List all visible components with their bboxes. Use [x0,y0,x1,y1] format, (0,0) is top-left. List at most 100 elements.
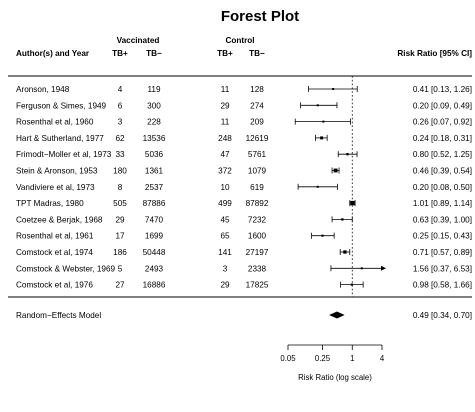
ctrl-tbneg-value: 87892 [246,199,269,208]
ctrl-tbpos-value: 29 [220,281,230,290]
study-row: Rosenthal et al, 1961 17 1699 65 1600 0.25 [0… [16,232,472,241]
ctrl-tbneg-value: 7232 [248,215,267,224]
study-ci-text: 0.20 [0.09, 0.49] [413,101,472,110]
vacc-tbpos-value: 33 [115,150,125,159]
vacc-tbneg-value: 2493 [145,264,164,273]
summary-ci-text: 0.49 [0.34, 0.70] [413,311,472,320]
vacc-tbneg-value: 87886 [143,199,166,208]
ctrl-tbpos-value: 248 [218,134,232,143]
ctrl-tbpos-value: 47 [220,150,230,159]
study-row: Comstock et al, 1976 27 16886 29 17825 0.98 [… [16,281,472,290]
x-axis: 0.05 0.25 1 4 [280,344,385,363]
study-author: Frimodt−Moller et al, 1973 [16,150,112,159]
header-vaccinated: Vaccinated [117,36,160,45]
vacc-tbpos-value: 29 [115,215,125,224]
study-row: TPT Madras, 1980 505 87886 499 87892 1.01 [0.… [16,199,472,208]
summary-diamond [329,311,345,319]
header-ctrl-tbpos: TB+ [217,49,233,58]
ctrl-tbpos-value: 11 [221,118,230,127]
point-estimate [350,200,355,206]
ctrl-tbneg-value: 1600 [248,232,267,241]
vacc-tbneg-value: 119 [147,85,160,94]
ctrl-tbneg-value: 17825 [246,281,269,290]
study-author: Aronson, 1948 [16,85,70,94]
point-estimate [341,218,344,221]
point-estimate [350,283,353,286]
vacc-tbpos-value: 186 [113,248,127,257]
header-ci: Risk Ratio [95% CI] [397,49,472,58]
header-ctrl-tbneg: TB− [249,49,265,58]
study-author: Hart & Sutherland, 1977 [16,134,104,143]
ctrl-tbneg-value: 5761 [248,150,267,159]
point-estimate [332,88,335,90]
study-row: Vandiviere et al, 1973 8 2537 10 619 0.20 [0.… [16,183,472,192]
x-tick-label: 0.25 [315,354,331,363]
study-author: Vandiviere et al, 1973 [16,183,95,192]
study-ci-text: 0.24 [0.18, 0.31] [413,134,472,143]
ctrl-tbneg-value: 128 [250,85,264,94]
x-tick-label: 4 [380,354,385,363]
vacc-tbpos-value: 62 [115,134,125,143]
vacc-tbneg-value: 1361 [145,167,164,176]
study-ci-text: 0.25 [0.15, 0.43] [413,232,472,241]
ctrl-tbpos-value: 499 [218,199,232,208]
ctrl-tbpos-value: 10 [220,183,230,192]
vacc-tbneg-value: 5036 [145,150,164,159]
study-author: TPT Madras, 1980 [16,199,84,208]
vacc-tbpos-value: 505 [113,199,127,208]
vacc-tbneg-value: 16886 [143,281,166,290]
ci-arrow [381,265,386,271]
chart-title: Forest Plot [221,8,299,25]
header-vacc-tbpos: TB+ [112,49,128,58]
vacc-tbpos-value: 27 [115,281,125,290]
study-ci-text: 0.71 [0.57, 0.89] [413,248,472,257]
vacc-tbpos-value: 6 [118,101,123,110]
ctrl-tbneg-value: 12619 [246,134,269,143]
vacc-tbneg-value: 2537 [145,183,164,192]
study-row: Comstock & Webster, 1969 5 2493 3 2338 1.56 [… [16,264,472,273]
header-control: Control [225,36,254,45]
study-row: Aronson, 1948 4 119 11 128 0.41 [0.13, 1.26] [16,85,472,94]
ctrl-tbpos-value: 141 [218,248,232,257]
vacc-tbneg-value: 13536 [143,134,166,143]
point-estimate [346,153,349,156]
vacc-tbpos-value: 8 [118,183,123,192]
ctrl-tbneg-value: 209 [250,118,264,127]
vacc-tbpos-value: 5 [118,264,123,273]
vacc-tbneg-value: 228 [147,118,161,127]
study-row: Rosenthal et al, 1960 3 228 11 209 0.26 [0.07… [16,118,472,127]
study-author: Comstock et al, 1974 [16,248,93,257]
point-estimate [321,234,324,237]
ctrl-tbneg-value: 1079 [248,167,267,176]
study-row: Ferguson & Simes, 1949 6 300 29 274 0.20 [0.0… [16,101,472,110]
study-author: Ferguson & Simes, 1949 [16,101,107,110]
vacc-tbneg-value: 7470 [145,215,164,224]
study-ci-text: 0.26 [0.07, 0.92] [413,118,472,127]
summary-label: Random−Effects Model [16,311,101,320]
study-row: Hart & Sutherland, 1977 62 13536 248 12619 0.… [16,134,472,143]
study-author: Coetzee & Berjak, 1968 [16,215,103,224]
point-estimate [316,104,319,107]
summary-row: Random−Effects Model 0.49 [0.34, 0.70] [16,311,472,320]
vacc-tbneg-value: 50448 [143,248,166,257]
header-author: Author(s) and Year [16,49,90,58]
study-row: Frimodt−Moller et al, 1973 33 5036 47 5761 0.… [16,150,472,159]
ctrl-tbneg-value: 2338 [248,264,267,273]
ctrl-tbpos-value: 3 [223,264,228,273]
point-estimate [320,136,324,140]
vacc-tbpos-value: 3 [118,118,123,127]
vacc-tbneg-value: 1699 [145,232,164,241]
study-rows: Aronson, 1948 4 119 11 128 0.41 [0.13, 1.26] F… [16,85,472,290]
study-ci-text: 1.56 [0.37, 6.53] [413,264,472,273]
x-axis-label: Risk Ratio (log scale) [298,373,372,382]
ctrl-tbpos-value: 65 [220,232,230,241]
study-author: Comstock & Webster, 1969 [16,264,115,273]
study-ci-text: 0.80 [0.52, 1.25] [413,150,472,159]
study-ci-text: 0.20 [0.08, 0.50] [413,183,472,192]
study-ci-text: 0.41 [0.13, 1.26] [413,85,472,94]
study-row: Stein & Aronson, 1953 180 1361 372 1079 0.46 … [16,167,472,176]
study-author: Stein & Aronson, 1953 [16,167,98,176]
vacc-tbpos-value: 4 [118,85,123,94]
x-tick-label: 0.05 [280,354,296,363]
